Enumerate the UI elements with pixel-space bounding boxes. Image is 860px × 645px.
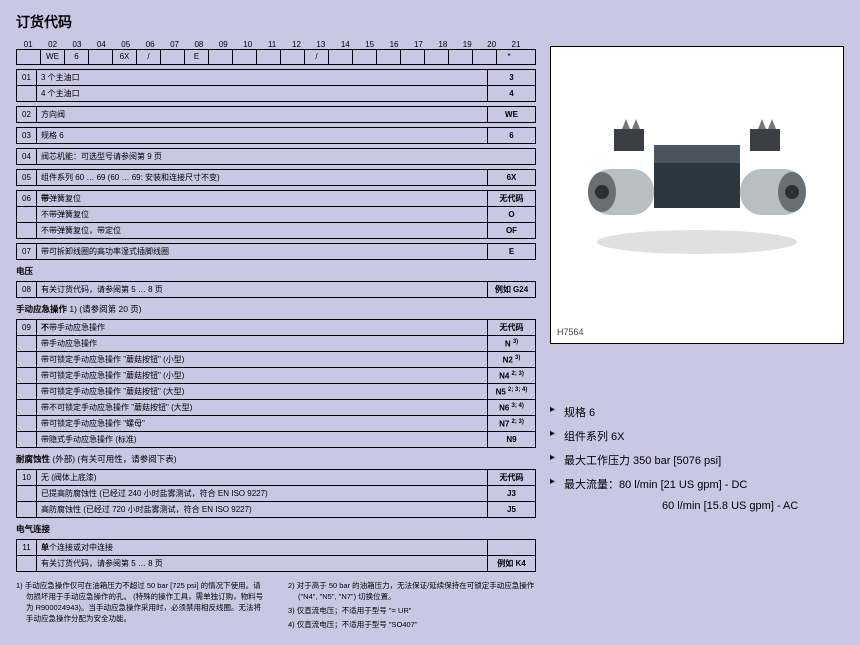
product-photo: H7564: [550, 46, 844, 344]
right-column: H7564 规格 6 组件系列 6X 最大工作压力 350 bar [5076 …: [550, 12, 844, 633]
photo-tag: H7564: [557, 321, 837, 337]
bullet-sub: 60 l/min [15.8 US gpm] - AC: [550, 500, 844, 512]
bullet: 最大工作压力 350 bar [5076 psi]: [550, 452, 844, 468]
code-index-row: 0102030405060708091011121314151617181920…: [16, 40, 536, 49]
valve-illustration: [572, 117, 822, 257]
bullet: 最大流量：80 l/min [21 US gpm] - DC: [550, 476, 844, 492]
footnotes: 1) 手动应急操作仅可在油箱压力不超过 50 bar [725 psi] 的情况…: [16, 580, 536, 633]
footnote-col-left: 1) 手动应急操作仅可在油箱压力不超过 50 bar [725 psi] 的情况…: [16, 580, 264, 633]
ordering-code-box: 0102030405060708091011121314151617181920…: [16, 40, 536, 65]
code-value-row: WE66X/E/*: [16, 49, 536, 65]
bullet: 组件系列 6X: [550, 428, 844, 444]
bullet: 规格 6: [550, 404, 844, 420]
left-column: 订货代码 01020304050607080910111213141516171…: [16, 12, 536, 633]
footnote-col-right: 2) 对于高于 50 bar 的油箱压力，无法保证/延续保持在可锁定手动应急操作…: [288, 580, 536, 633]
feature-bullets: 规格 6 组件系列 6X 最大工作压力 350 bar [5076 psi] 最…: [550, 404, 844, 512]
spec-tables: 013 个主油口34 个主油口402方向阀WE03规格 6604阀芯机能：可选型…: [16, 69, 536, 572]
page-title: 订货代码: [16, 12, 536, 32]
